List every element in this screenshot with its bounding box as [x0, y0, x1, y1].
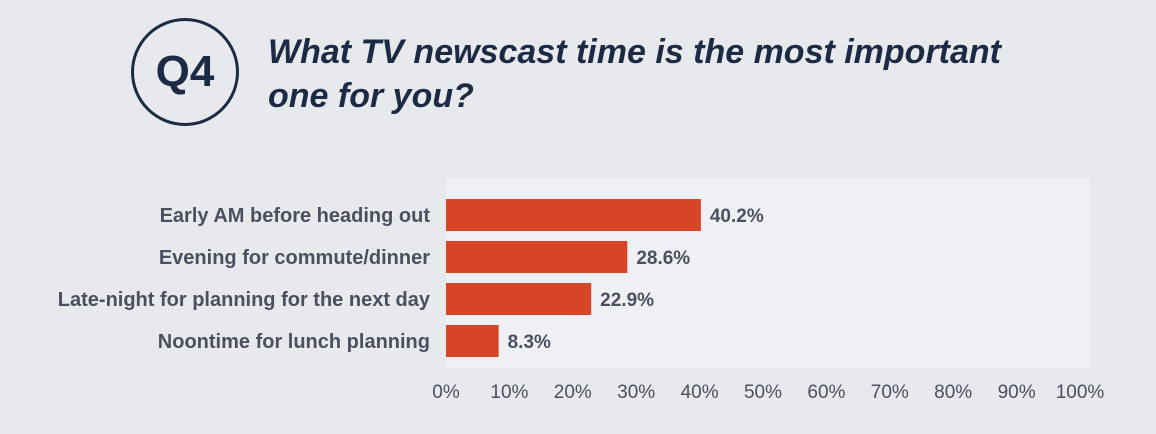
value-label: 40.2%	[710, 206, 764, 227]
x-tick-label: 30%	[617, 382, 655, 403]
question-title: What TV newscast time is the most import…	[268, 30, 1088, 118]
bar	[446, 199, 701, 231]
x-tick-label: 50%	[744, 382, 782, 403]
value-label: 28.6%	[636, 248, 690, 269]
bar	[446, 325, 499, 357]
x-tick-label: 70%	[871, 382, 909, 403]
category-label: Early AM before heading out	[160, 205, 431, 227]
value-labels-group: 40.2% 28.6% 22.9% 8.3%	[508, 206, 764, 353]
x-tick-label: 80%	[934, 382, 972, 403]
x-tick-label: 90%	[998, 382, 1036, 403]
question-number-badge: Q4	[131, 18, 239, 126]
question-title-line-1: What TV newscast time is the most import…	[268, 33, 1002, 71]
x-tick-label: 100%	[1056, 382, 1105, 403]
bar	[446, 241, 628, 273]
category-label: Evening for commute/dinner	[159, 247, 430, 269]
category-label: Late-night for planning for the next day	[58, 289, 431, 311]
bars-group	[446, 199, 701, 357]
x-tick-label: 40%	[681, 382, 719, 403]
x-tick-label: 20%	[554, 382, 592, 403]
bar	[446, 283, 592, 315]
x-axis-ticks-group: 0% 10% 20% 30% 40% 50% 60% 70% 80% 90% 100%	[432, 382, 1104, 403]
value-label: 8.3%	[508, 332, 551, 353]
value-label: 22.9%	[600, 290, 654, 311]
question-number: Q4	[155, 47, 215, 96]
category-label: Noontime for lunch planning	[158, 331, 430, 353]
x-tick-label: 10%	[490, 382, 528, 403]
x-tick-label: 60%	[807, 382, 845, 403]
category-labels-group: Early AM before heading out Evening for c…	[58, 205, 431, 353]
x-tick-label: 0%	[432, 382, 460, 403]
question-title-line-2: one for you?	[268, 77, 474, 115]
